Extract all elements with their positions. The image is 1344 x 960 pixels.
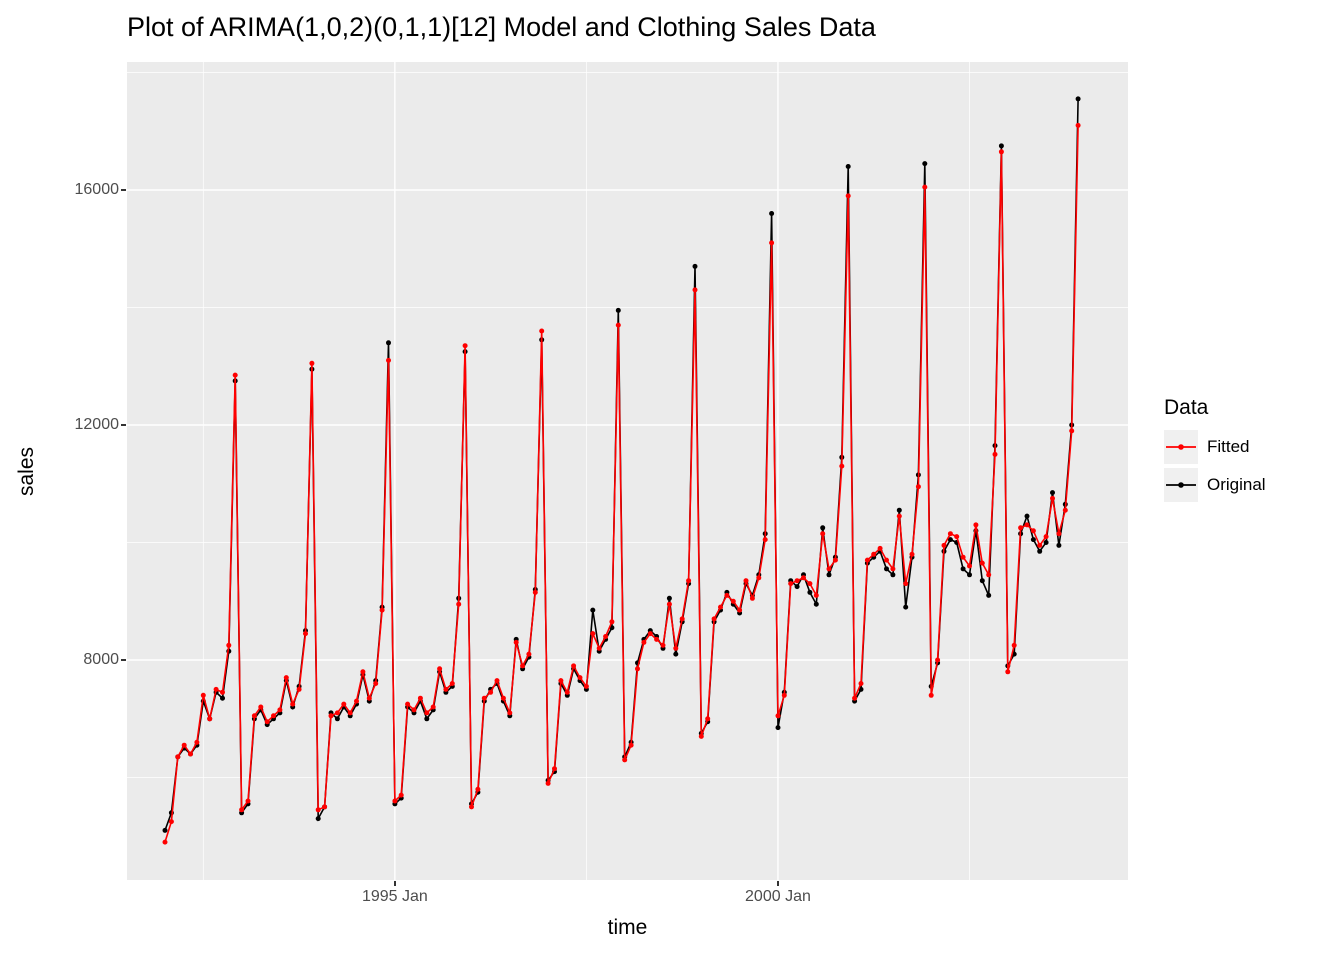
y-tick-label: 16000 (74, 181, 120, 198)
y-tick-label: 12000 (74, 416, 120, 433)
legend-label-original: Original (1207, 475, 1266, 494)
legend-key-fitted (1164, 430, 1198, 464)
legend-label-fitted: Fitted (1207, 437, 1250, 456)
y-tick-mark (121, 659, 126, 661)
legend-item-fitted: Fitted (1164, 430, 1334, 464)
x-axis-title: time (607, 916, 648, 939)
series-line-original (164, 98, 1079, 831)
legend-item-original: Original (1164, 468, 1334, 502)
original-key-glyph (1166, 482, 1196, 488)
y-tick-mark (121, 189, 126, 191)
fitted-key-glyph (1166, 444, 1196, 450)
y-axis-title: sales (15, 446, 38, 496)
series-line-fitted (164, 125, 1079, 843)
legend: Data Fitted Original (1164, 396, 1334, 506)
x-tick-label: 2000 Jan (745, 888, 811, 905)
x-tick-label: 1995 Jan (361, 888, 428, 905)
chart-canvas (127, 62, 1128, 880)
x-tick-mark (776, 881, 779, 886)
legend-key-original (1164, 468, 1198, 502)
plot-title: Plot of ARIMA(1,0,2)(0,1,1)[12] Model an… (127, 12, 876, 42)
plot-panel (127, 62, 1128, 880)
y-tick-mark (121, 424, 126, 426)
y-tick-label: 8000 (83, 651, 119, 668)
x-tick-mark (393, 881, 396, 886)
legend-title: Data (1164, 396, 1209, 419)
